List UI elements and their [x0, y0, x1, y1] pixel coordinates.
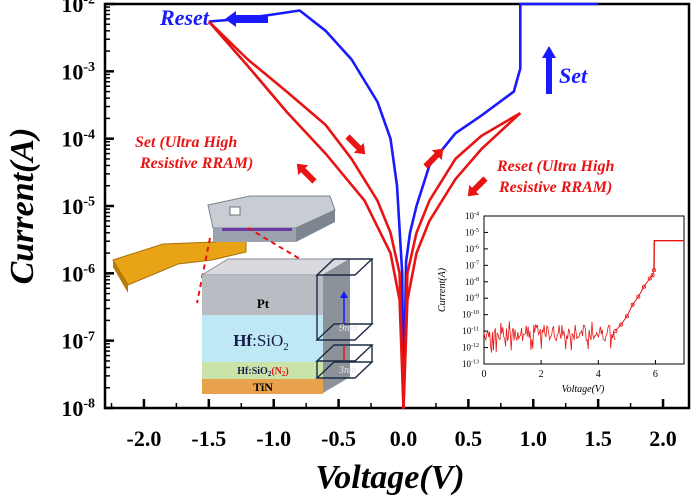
main-series-line-2 [207, 20, 521, 410]
gold-electrode-side [113, 260, 128, 293]
inset-plot-frame [483, 215, 685, 365]
main-chart: 10-2 10-3 10-4 10-5 10-6 10-7 10-8 -2.0 -1.5 -1.… [4, 0, 691, 496]
pt-layer [202, 275, 323, 315]
inset-rise-point [630, 302, 635, 307]
inset-y-tick-label: 10-11 [462, 326, 479, 336]
zoom-line-right [247, 227, 301, 260]
inset-y-tick-label: 10-4 [465, 211, 479, 221]
inset-rise-point [647, 276, 652, 281]
inset-rise-point [619, 322, 624, 327]
red-arrow-down-left [467, 176, 488, 197]
small-device-stack-stripe [222, 228, 292, 231]
inset-noise-trace [483, 321, 616, 353]
inset-x-tick-label: 4 [596, 369, 601, 380]
inset-rise-point [636, 294, 641, 299]
main-x-tick-label: -1.0 [256, 426, 291, 451]
inset-x-tick-label: 6 [653, 369, 658, 380]
red-arrow-up-right [423, 148, 444, 169]
zoom-line-left [196, 237, 211, 304]
inset-y-tick-label: 10-8 [465, 277, 479, 287]
inset-rise-point [624, 314, 629, 319]
thickness-9nm-label: 9nm [339, 322, 358, 334]
red-arrow-up-left [296, 163, 317, 184]
tin-label: TiN [253, 380, 273, 394]
main-x-tick-label: 0.0 [390, 426, 418, 451]
small-device-highlight [229, 206, 241, 216]
main-x-tick-label: 1.0 [520, 426, 548, 451]
set-arrow-blue [542, 46, 556, 94]
inset-y-axis-title: Current(A) [437, 267, 448, 312]
set-label-blue: Set [559, 63, 588, 88]
main-x-tick-label: -0.5 [321, 426, 356, 451]
main-y-tick-label: 10-3 [61, 59, 95, 84]
hf-sio2-layer [202, 315, 323, 362]
inset-rise-point [613, 329, 618, 334]
main-y-tick-label: 10-4 [61, 127, 95, 152]
main-y-tick-label: 10-8 [61, 396, 95, 421]
tin-layer [202, 379, 323, 394]
small-device-front [296, 210, 335, 242]
inset-y-tick-label: 10-6 [465, 244, 479, 254]
inset-y-tick-label: 10-12 [462, 343, 479, 353]
gold-electrode-pad [112, 231, 247, 286]
inset-x-axis-title: Voltage(V) [562, 384, 605, 395]
set-ultra-high-label-line2: Resistive RRAM) [139, 155, 253, 172]
main-x-tick-label: 1.5 [584, 426, 612, 451]
thickness-3nm-label: 3nm [338, 365, 356, 376]
main-y-axis-title: Current(A) [4, 128, 41, 285]
thickness-arrowhead-top [340, 291, 348, 298]
inset-chart: 10-4 10-5 10-6 10-7 10-8 10-9 10-10 10-11 10-12 1… [437, 211, 685, 395]
device-illustration: Pt Hf:SiO2 Hf:SiO2(N2) TiN 9nm 3nm [112, 195, 374, 394]
hf-sio2-n2-layer [202, 362, 323, 379]
main-series-line-3 [207, 20, 522, 410]
reset-label-blue: Reset [159, 5, 210, 30]
main-x-tick-label: -1.5 [191, 426, 226, 451]
main-x-axis-title: Voltage(V) [315, 459, 464, 496]
hf-sio2-label: Hf:SiO2 [233, 331, 289, 353]
small-device-side [213, 228, 296, 242]
layer-stack: Pt Hf:SiO2 Hf:SiO2(N2) TiN 9nm 3nm [200, 258, 374, 394]
hf-sio2-n2-label: Hf:SiO2(N2) [237, 366, 288, 378]
inset-x-tick-label: 0 [482, 369, 487, 380]
main-y-axis-ticks: 10-2 10-3 10-4 10-5 10-6 10-7 10-8 [61, 0, 114, 421]
inset-series-group [483, 240, 684, 353]
main-y-tick-label: 10-2 [61, 0, 95, 17]
set-ultra-high-label-line1: Set (Ultra High [135, 134, 237, 151]
main-y-tick-label: 10-7 [61, 329, 95, 354]
inset-y-tick-label: 10-9 [465, 293, 479, 303]
main-y-tick-label: 10-5 [61, 194, 95, 219]
inset-compliance-trace [653, 240, 684, 271]
inset-y-axis-ticks: 10-4 10-5 10-6 10-7 10-8 10-9 10-10 10-11 10-12 1… [462, 211, 488, 369]
main-series-group [207, 2, 599, 410]
reset-arrow-blue [225, 11, 268, 27]
main-x-tick-label: -2.0 [127, 426, 162, 451]
inset-rise-point [650, 273, 655, 278]
inset-rise-point [642, 284, 647, 289]
main-y-tick-label: 10-6 [61, 261, 95, 286]
reset-ultra-high-label-line2: Resistive RRAM) [498, 179, 612, 196]
red-arrow-down-right [345, 134, 366, 155]
inset-y-tick-label: 10-10 [462, 310, 479, 320]
inset-y-tick-label: 10-13 [462, 359, 479, 369]
reset-ultra-high-label-line1: Reset (Ultra High [496, 158, 614, 175]
inset-x-axis-ticks: 0 2 4 6 [482, 360, 658, 380]
main-x-tick-label: 2.0 [649, 426, 677, 451]
inset-x-tick-label: 2 [539, 369, 544, 380]
main-x-tick-label: 0.5 [455, 426, 483, 451]
inset-background [484, 216, 684, 364]
inset-y-tick-label: 10-5 [465, 227, 479, 237]
annotations: Reset Set Set (Ultra High Resistive RRAM… [135, 5, 614, 197]
main-x-axis-ticks: -2.0 -1.5 -1.0 -0.5 0.0 0.5 1.0 1.5 2.0 [110, 399, 677, 451]
pt-label: Pt [257, 296, 270, 311]
inset-y-tick-label: 10-7 [465, 260, 479, 270]
